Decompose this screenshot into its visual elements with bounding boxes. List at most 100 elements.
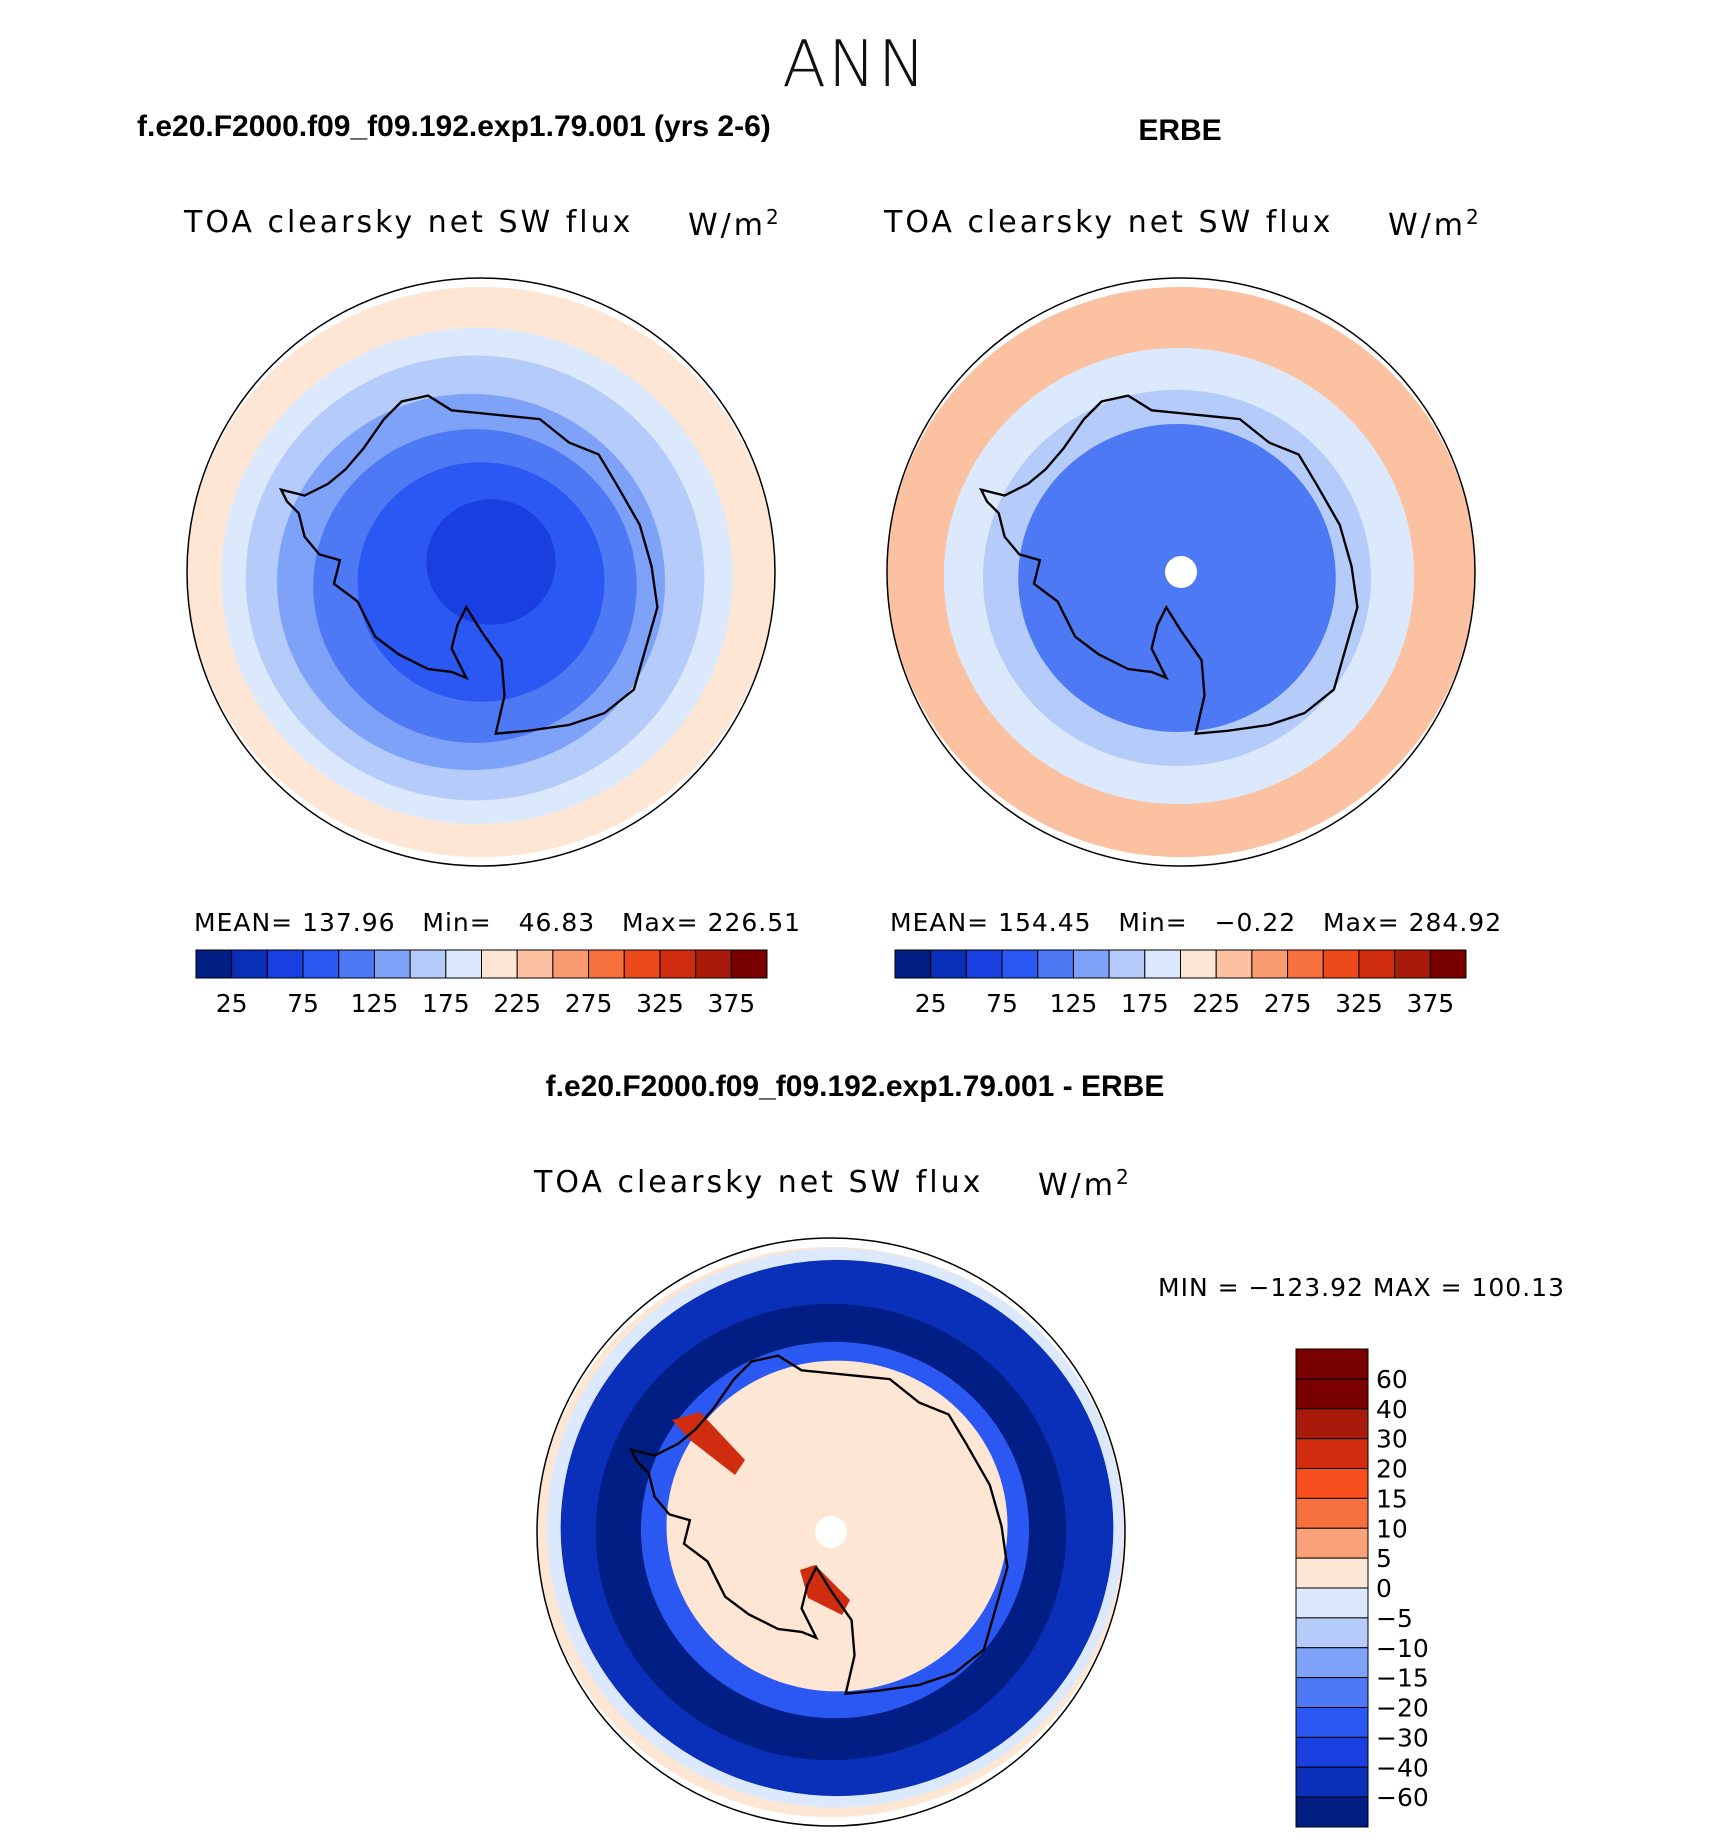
colorbar-box-1-3 [1001,949,1039,979]
diff-colorbar-box-7 [1295,1557,1369,1589]
colorbar-box-1-7 [1144,949,1181,979]
colorbar-box-1-9 [1215,949,1253,979]
obs-pole-missing [1165,556,1197,588]
diff-colorbar-tick-label-8: −5 [1376,1604,1413,1633]
colorbar-box-1-6 [1108,949,1146,979]
diff-colorbar-box-5 [1295,1497,1369,1529]
colorbar-box-0-11 [588,949,625,979]
model-map-border [186,277,776,867]
colorbar-box-0-3 [302,949,340,979]
obs-map [886,277,1476,867]
colorbar-tick-label-1-7: 375 [1406,989,1454,1018]
colorbar-tick-label-0-6: 325 [636,989,684,1018]
colorbar-box-1-10 [1251,949,1289,979]
colorbar-box-1-13 [1358,949,1396,979]
colorbar-tick-label-1-1: 75 [986,989,1018,1018]
colorbar-box-1-1 [930,949,967,979]
diff-colorbar-box-10 [1295,1647,1369,1679]
diff-map-border [536,1237,1126,1827]
diff-colorbar-tick-label-10: −15 [1376,1664,1429,1693]
colorbar-box-0-2 [266,949,304,979]
diff-colorbar-box-6 [1295,1527,1369,1559]
diff-colorbar-box-4 [1295,1468,1369,1499]
colorbar-tick-label-1-0: 25 [915,989,947,1018]
colorbar-box-0-4 [338,949,375,979]
colorbar-box-0-15 [730,949,768,979]
colorbar-box-0-5 [373,949,411,979]
diff-colorbar-tick-label-4: 15 [1376,1484,1408,1513]
colorbar-box-0-10 [552,949,590,979]
colorbar-box-1-4 [1037,949,1074,979]
model-units-label: W/m2 [688,205,782,243]
diff-colorbar-box-14 [1295,1766,1369,1798]
colorbar-box-1-14 [1394,949,1431,979]
diff-colorbar-tick-label-1: 40 [1376,1395,1408,1424]
diff-colorbar-box-8 [1295,1587,1369,1619]
diff-colorbar-tick-label-0: 60 [1376,1365,1408,1394]
colorbar-tick-label-1-3: 175 [1121,989,1169,1018]
diff-colorbar-tick-label-2: 30 [1376,1425,1408,1454]
colorbar-tick-label-1-6: 325 [1335,989,1383,1018]
colorbar-box-0-1 [231,949,268,979]
diff-minmax: MIN = −123.92 MAX = 100.13 [1158,1273,1565,1302]
obs-colorbar: 25 75 125 175 225 275 325 375 [894,949,1467,1018]
obs-case-title: ERBE [1138,114,1222,147]
season-title: ANN [782,28,928,102]
diff-colorbar-box-9 [1295,1617,1369,1649]
diff-map [536,1237,1126,1827]
obs-variable-label: TOA clearsky net SW flux [884,205,1334,240]
diff-colorbar-tick-label-3: 20 [1376,1455,1408,1484]
model-stats: MEAN= 137.96 Min= 46.83 Max= 226.51 [194,908,802,937]
diff-colorbar-box-15 [1295,1796,1369,1828]
colorbar-box-0-8 [481,949,518,979]
colorbar-tick-label-0-7: 375 [707,989,755,1018]
colorbar-tick-label-0-3: 175 [422,989,470,1018]
diff-peninsula-positive [672,1412,745,1475]
colorbar-box-1-5 [1072,949,1110,979]
obs-map-border [886,277,1476,867]
diff-colorbar-box-0 [1295,1348,1369,1380]
diff-pole-missing [815,1516,847,1548]
colorbar-box-1-0 [894,949,932,979]
field-contour-0-6 [426,499,556,625]
colorbar-tick-label-0-0: 25 [216,989,248,1018]
model-variable-label: TOA clearsky net SW flux [184,205,634,240]
colorbar-tick-label-1-4: 225 [1192,989,1240,1018]
diff-colorbar-box-2 [1295,1408,1369,1440]
colorbar-box-1-12 [1322,949,1360,979]
colorbar-box-1-8 [1180,949,1217,979]
colorbar-box-0-9 [516,949,554,979]
colorbar-box-0-13 [659,949,697,979]
diff-colorbar-tick-label-14: −60 [1376,1783,1429,1812]
colorbar-tick-label-0-2: 125 [351,989,399,1018]
diff-colorbar-tick-label-7: 0 [1376,1574,1392,1603]
colorbar-box-0-6 [409,949,447,979]
diff-colorbar-tick-label-13: −40 [1376,1753,1429,1782]
colorbar-box-0-14 [695,949,732,979]
diff-units-label: W/m2 [1038,1165,1132,1203]
colorbar-tick-label-1-2: 125 [1050,989,1098,1018]
colorbar-box-0-0 [195,949,233,979]
diff-colorbar-tick-label-12: −30 [1376,1723,1429,1752]
diff-case-title: f.e20.F2000.f09_f09.192.exp1.79.001 - ER… [545,1070,1165,1103]
colorbar-box-1-11 [1287,949,1324,979]
diff-colorbar-box-3 [1295,1438,1369,1469]
diff-colorbar-tick-label-6: 5 [1376,1544,1392,1573]
model-case-title: f.e20.F2000.f09_f09.192.exp1.79.001 (yrs… [137,110,771,143]
diff-colorbar-tick-label-9: −10 [1376,1634,1429,1663]
colorbar-box-0-12 [623,949,661,979]
obs-stats: MEAN= 154.45 Min= −0.22 Max= 284.92 [890,908,1503,937]
model-map [186,277,776,867]
diff-colorbar-tick-label-5: 10 [1376,1514,1408,1543]
colorbar-box-1-15 [1429,949,1467,979]
diff-colorbar-box-11 [1295,1677,1369,1708]
colorbar-tick-label-0-4: 225 [493,989,541,1018]
colorbar-tick-label-1-5: 275 [1264,989,1312,1018]
colorbar-tick-label-0-1: 75 [287,989,319,1018]
diff-variable-label: TOA clearsky net SW flux [534,1165,984,1200]
colorbar-tick-label-0-5: 275 [565,989,613,1018]
colorbar-box-1-2 [965,949,1003,979]
